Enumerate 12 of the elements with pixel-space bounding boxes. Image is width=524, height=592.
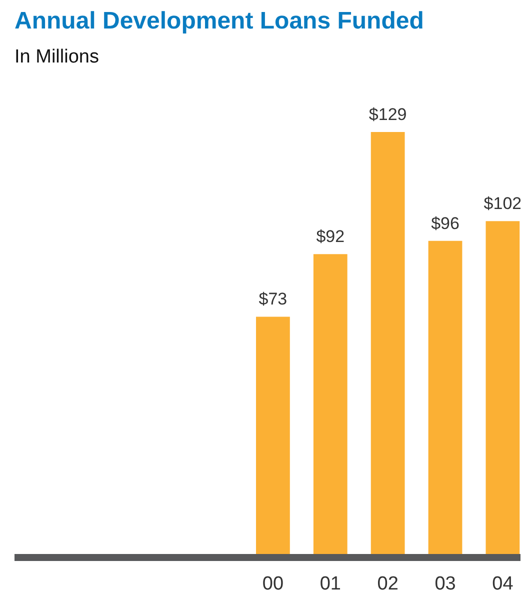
text: In Millions [14,46,99,68]
data-label: $92 [316,227,345,246]
x-tick-label: 03 [434,574,456,592]
data-label: $102 [484,194,522,214]
data-label: $96 [431,214,460,233]
x-tick-label: 01 [320,574,341,592]
data-label: $73 [258,290,288,309]
data-label: $129 [368,105,407,124]
chart-title: Annual Development Loans Funded [14,8,424,34]
x-tick-label: 02 [377,574,398,592]
x-tick-label: 00 [262,574,284,592]
x-tick-label: 04 [492,574,514,592]
